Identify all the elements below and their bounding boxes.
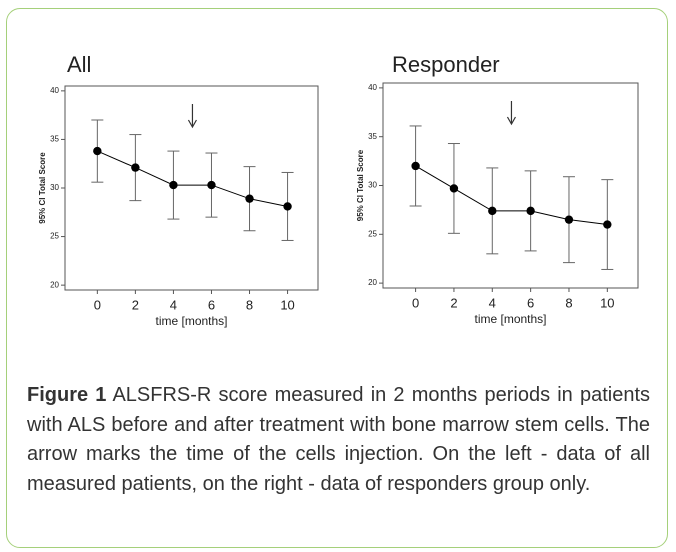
y-tick-label: 40 (368, 83, 377, 92)
arrow-head (506, 116, 516, 126)
x-tick-label: 10 (280, 297, 294, 312)
data-line (97, 150, 288, 207)
data-point (169, 180, 178, 190)
data-point (449, 184, 459, 193)
x-tick-label: 8 (565, 295, 572, 310)
caption-text: ALSFRS-R score measured in 2 months peri… (27, 384, 651, 495)
y-axis-label: 95% CI Total Score (356, 149, 365, 221)
chart-title: Responder (392, 52, 500, 77)
data-point (526, 206, 535, 216)
x-axis-label: time [months] (474, 312, 546, 326)
x-tick-label: 2 (450, 295, 457, 310)
figure-card (6, 8, 668, 548)
y-tick-label: 25 (50, 232, 59, 241)
arrow-head (187, 119, 197, 129)
data-point (283, 202, 292, 211)
y-tick-label: 35 (50, 135, 59, 144)
x-tick-label: 2 (132, 297, 139, 312)
data-point (131, 163, 140, 172)
y-tick-label: 40 (50, 86, 59, 95)
x-axis-label: time [months] (155, 314, 227, 328)
x-tick-label: 4 (489, 295, 496, 310)
y-tick-label: 35 (368, 132, 377, 141)
data-point (411, 161, 420, 171)
chart-title: All (67, 52, 91, 77)
x-tick-label: 6 (208, 297, 215, 312)
y-tick-label: 30 (368, 181, 377, 190)
y-tick-label: 30 (50, 183, 59, 192)
caption-label: Figure 1 (27, 384, 107, 406)
x-tick-label: 6 (527, 295, 534, 310)
data-point (93, 146, 102, 156)
data-line (415, 165, 608, 226)
y-tick-label: 25 (368, 229, 377, 238)
data-point (207, 180, 216, 190)
data-point (603, 220, 612, 229)
x-tick-label: 8 (246, 297, 253, 312)
data-point (245, 194, 254, 203)
y-axis-label: 95% CI Total Score (38, 152, 47, 224)
x-tick-label: 10 (600, 295, 614, 310)
x-tick-label: 0 (94, 297, 101, 312)
data-point (564, 215, 574, 224)
data-point (488, 206, 497, 216)
plot-frame (64, 85, 319, 291)
x-tick-label: 0 (412, 295, 419, 310)
y-tick-label: 20 (50, 280, 59, 289)
plot-frame (382, 82, 639, 289)
caption: Figure 1 ALSFRS-R score measured in 2 mo… (27, 381, 650, 499)
x-tick-label: 4 (170, 297, 177, 312)
y-tick-label: 20 (368, 278, 377, 287)
